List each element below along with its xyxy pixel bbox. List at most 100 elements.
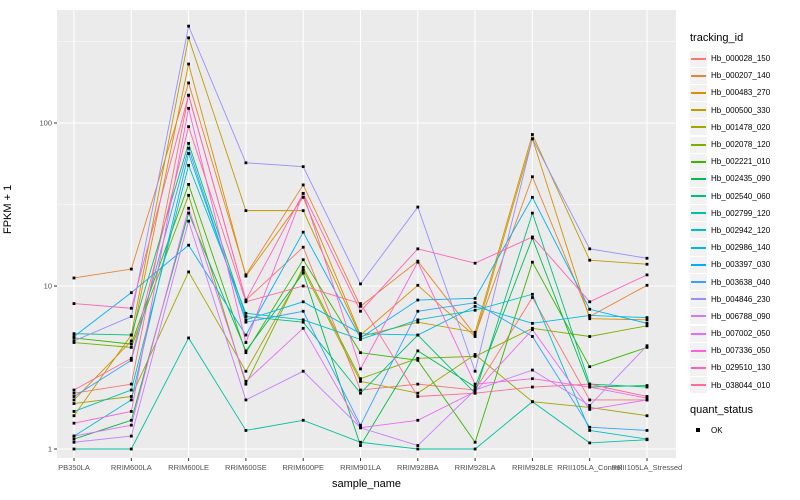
legend-key-line-icon	[690, 222, 707, 239]
data-point	[588, 429, 592, 432]
data-point	[359, 338, 362, 341]
legend-key-line-icon	[690, 377, 707, 394]
legend-entry-Hb_029510_130: Hb_029510_130	[690, 359, 798, 376]
data-point	[473, 382, 477, 386]
data-point	[416, 260, 420, 264]
data-point	[588, 317, 592, 321]
data-point	[531, 296, 534, 299]
legend-label: Hb_002540_060	[711, 191, 771, 201]
data-point	[359, 377, 362, 381]
data-point	[588, 405, 592, 409]
data-point	[531, 175, 534, 179]
data-point	[531, 211, 534, 215]
square-point-icon	[690, 422, 707, 438]
legend-label: Hb_029510_130	[711, 363, 771, 373]
data-point	[645, 414, 649, 418]
data-point	[244, 341, 248, 344]
data-point	[473, 447, 477, 451]
data-point	[244, 209, 248, 213]
legend-entry-Hb_002986_140: Hb_002986_140	[690, 239, 798, 256]
data-point	[72, 421, 76, 425]
data-point	[187, 206, 190, 210]
data-point	[416, 395, 420, 398]
data-point	[531, 385, 534, 389]
legend-key-line-icon	[690, 359, 707, 376]
legend-label: Hb_000028_150	[711, 54, 771, 64]
data-point	[244, 333, 248, 337]
data-point	[588, 398, 592, 402]
legend-label: Hb_001478_020	[711, 122, 771, 132]
data-point	[645, 324, 649, 328]
data-point	[473, 304, 477, 308]
legend-label: Hb_003397_030	[711, 260, 771, 270]
data-point	[531, 321, 534, 325]
legend-title-quant-status: quant_status	[690, 403, 753, 416]
data-point	[244, 161, 248, 165]
x-tick-label: RRIM600PE	[282, 463, 324, 472]
data-point	[301, 300, 305, 304]
data-point	[473, 385, 477, 389]
legend-label: Hb_002221_010	[711, 157, 771, 167]
legend-label: Hb_002986_140	[711, 243, 771, 253]
legend-title-tracking-id: tracking_id	[690, 32, 744, 44]
data-point	[588, 247, 592, 251]
data-point	[416, 247, 420, 251]
legend-key-line-icon	[690, 256, 707, 273]
data-point	[129, 356, 133, 360]
data-point	[187, 62, 190, 66]
data-point	[645, 437, 649, 441]
data-point	[359, 391, 362, 395]
data-point	[187, 193, 190, 197]
data-point	[473, 440, 477, 444]
data-point	[301, 165, 305, 169]
data-point	[72, 398, 76, 402]
data-point	[359, 367, 362, 371]
legend-entry-Hb_007336_050: Hb_007336_050	[690, 342, 798, 359]
data-point	[359, 379, 362, 383]
data-point	[244, 320, 248, 324]
data-point	[129, 358, 133, 362]
legend-key-line-icon	[690, 84, 707, 101]
legend-entry-Hb_003638_040: Hb_003638_040	[690, 273, 798, 291]
data-point	[244, 398, 248, 402]
data-point	[244, 351, 248, 355]
data-point	[416, 418, 420, 422]
legend-key-line-icon	[690, 50, 707, 67]
y-axis-title: FPKM + 1	[2, 184, 14, 234]
legend-entry-Hb_002221_010: Hb_002221_010	[690, 153, 798, 170]
legend-key-line-icon	[690, 136, 707, 153]
data-point	[416, 298, 420, 302]
data-point	[416, 283, 420, 287]
data-point	[129, 410, 133, 413]
data-point	[588, 300, 592, 304]
data-point	[301, 191, 305, 195]
data-point	[301, 326, 305, 330]
data-point	[187, 270, 190, 274]
data-point	[129, 267, 133, 271]
data-point	[359, 282, 362, 286]
legend-key-line-icon	[690, 188, 707, 205]
data-point	[301, 195, 305, 199]
x-tick-label: RRIM928LA	[455, 463, 496, 472]
legend-entry-Hb_000483_270: Hb_000483_270	[690, 84, 798, 101]
data-point	[72, 414, 76, 418]
data-point	[531, 133, 534, 136]
data-point	[187, 243, 190, 247]
legend-key-line-icon	[690, 239, 707, 256]
legend-key-line-icon	[690, 67, 707, 84]
data-point	[129, 423, 133, 427]
data-point	[359, 426, 362, 430]
legend-label: Hb_000207_140	[711, 71, 771, 81]
data-point	[187, 93, 190, 97]
data-point	[416, 309, 420, 313]
data-point	[72, 410, 76, 413]
data-point	[359, 304, 362, 308]
y-tick-label: 1	[48, 445, 52, 454]
data-point	[473, 335, 477, 338]
data-point	[359, 440, 362, 444]
data-point	[531, 137, 534, 141]
data-point	[129, 306, 133, 310]
data-point	[187, 125, 190, 129]
data-point	[416, 358, 420, 362]
legend-label: Hb_000483_270	[711, 88, 771, 98]
